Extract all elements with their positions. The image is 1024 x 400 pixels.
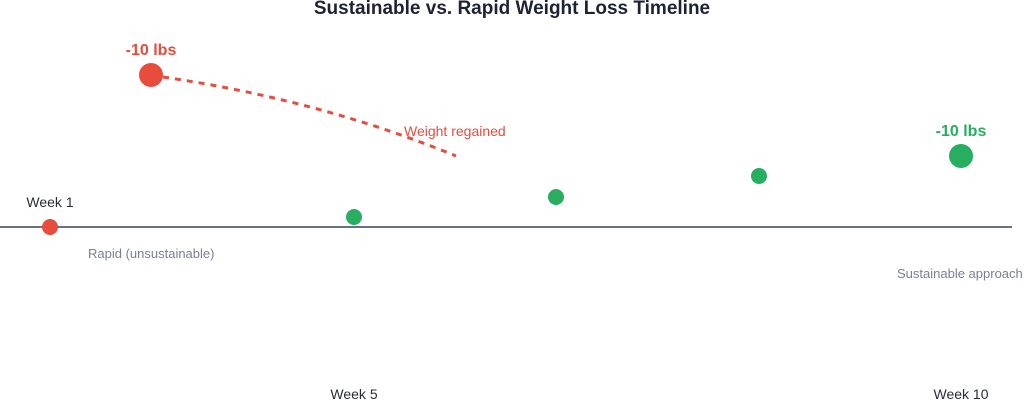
sustainable-point bbox=[548, 189, 564, 205]
diagram-title: Sustainable vs. Rapid Weight Loss Timeli… bbox=[314, 0, 710, 19]
sustainable-point bbox=[346, 209, 362, 225]
rapid-approach-label: Rapid (unsustainable) bbox=[88, 246, 214, 261]
week-1-label: Week 1 bbox=[26, 194, 73, 210]
sustainable-approach-label: Sustainable approach bbox=[897, 266, 1023, 281]
weight-regained-label: Weight regained bbox=[404, 123, 506, 139]
rapid-loss-point bbox=[139, 63, 163, 87]
rapid-start-point bbox=[42, 219, 58, 235]
sustainable-final-point bbox=[949, 144, 973, 168]
sustainable-point bbox=[751, 168, 767, 184]
week-10-label: Week 10 bbox=[934, 386, 989, 400]
rapid-loss-label: -10 lbs bbox=[126, 42, 177, 59]
regain-dashed-curve bbox=[162, 75, 457, 158]
week-5-label: Week 5 bbox=[330, 386, 377, 400]
sustainable-loss-label: -10 lbs bbox=[936, 123, 987, 140]
